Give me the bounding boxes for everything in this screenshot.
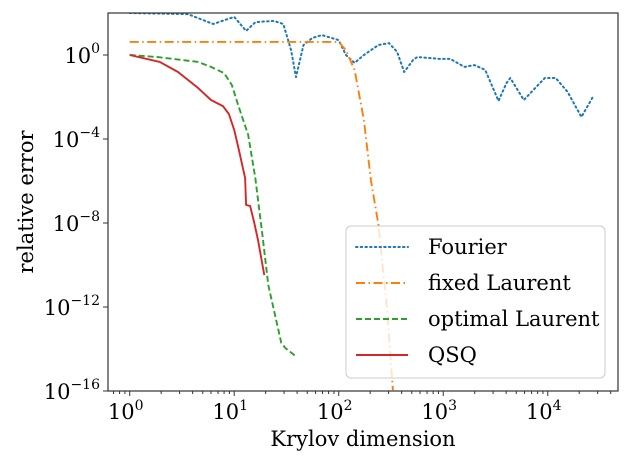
- series-line-optimal-laurent: [129, 54, 296, 357]
- y-tick-label: 10−8: [53, 209, 100, 236]
- plot-frame: [107, 12, 619, 392]
- legend: Fourier fixed Laurent optimal Laurent QSQ: [345, 225, 606, 379]
- x-tick-label: 101: [212, 398, 248, 424]
- legend-label: QSQ: [428, 343, 477, 367]
- series-line-fixed-laurent: [129, 40, 394, 391]
- series-layer: [128, 13, 594, 391]
- y-tick-label: 10−16: [44, 377, 100, 404]
- y-axis-label: relative error: [14, 130, 38, 274]
- x-axis-label: Krylov dimension: [270, 427, 455, 451]
- y-tick-label: 10−12: [44, 293, 100, 320]
- x-axis-ticks: 100 101 102 103 104: [108, 391, 612, 424]
- x-tick-label: 103: [421, 398, 457, 424]
- legend-label: Fourier: [428, 235, 508, 259]
- series-line-fourier: [128, 13, 594, 118]
- legend-label: fixed Laurent: [428, 271, 571, 295]
- y-tick-label: 100: [64, 41, 100, 68]
- x-tick-label: 102: [317, 398, 353, 424]
- legend-label: optimal Laurent: [428, 307, 600, 331]
- y-tick-label: 10−4: [53, 125, 100, 152]
- legend-item: QSQ: [356, 343, 477, 367]
- series-line-qsq: [129, 54, 266, 276]
- legend-box: [345, 225, 606, 379]
- x-tick-label: 100: [108, 398, 144, 424]
- legend-item: fixed Laurent: [356, 271, 571, 295]
- legend-item: optimal Laurent: [356, 307, 600, 331]
- legend-item: Fourier: [355, 235, 508, 259]
- x-tick-label: 104: [526, 398, 562, 424]
- y-axis-ticks: 100 10−4 10−8 10−12 10−16: [44, 41, 108, 404]
